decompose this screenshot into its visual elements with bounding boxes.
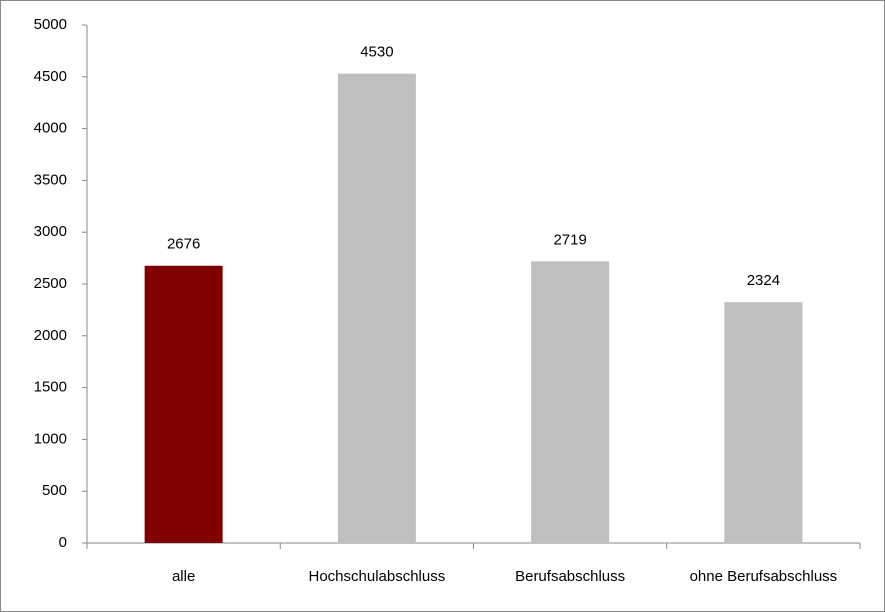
bar [337, 73, 416, 543]
y-tick-label: 2000 [34, 327, 67, 344]
bar [531, 261, 610, 543]
bar [724, 302, 803, 543]
x-tick-label: Hochschulabschluss [309, 568, 446, 585]
y-tick-label: 4000 [34, 120, 67, 137]
y-tick-label: 1500 [34, 379, 67, 396]
y-tick-label: 2500 [34, 275, 67, 292]
y-tick-label: 5000 [34, 16, 67, 33]
x-tick-label: Berufsabschluss [515, 568, 625, 585]
y-tick-label: 3500 [34, 171, 67, 188]
y-tick-label: 3000 [34, 223, 67, 240]
data-label: 2719 [553, 231, 586, 248]
data-label: 2676 [167, 236, 200, 253]
x-tick-label: alle [172, 568, 195, 585]
x-tick-label: ohne Berufsabschluss [690, 568, 838, 585]
data-label: 2324 [747, 272, 780, 289]
y-tick-label: 4500 [34, 68, 67, 85]
bar [144, 265, 223, 543]
y-tick-label: 1000 [34, 430, 67, 447]
y-tick-label: 0 [59, 534, 67, 551]
data-label: 4530 [360, 44, 393, 61]
y-tick-label: 500 [42, 482, 67, 499]
